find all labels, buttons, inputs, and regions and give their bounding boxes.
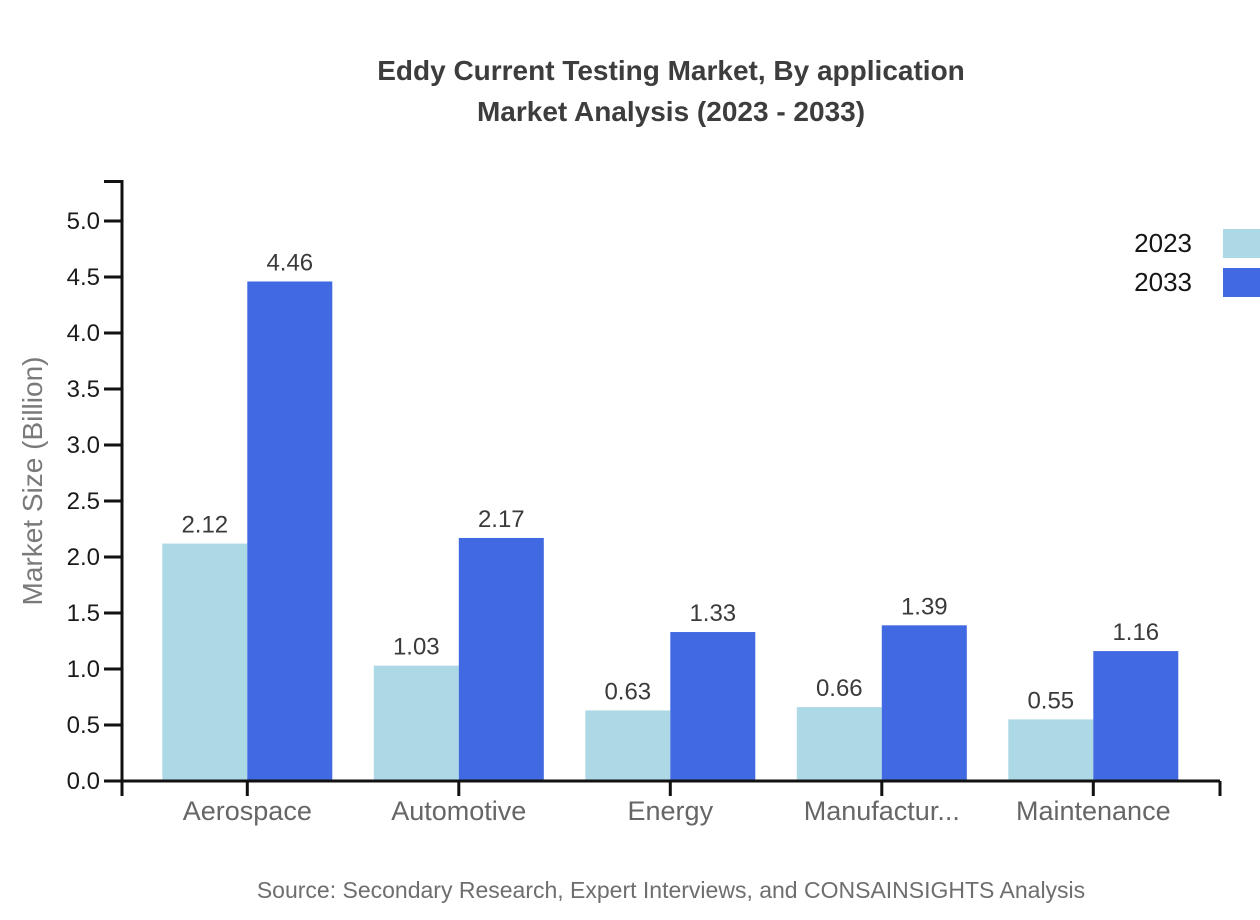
legend-item-2023: 2023: [1134, 228, 1260, 258]
chart-title-line2: Market Analysis (2023 - 2033): [476, 96, 866, 127]
legend-item-2033: 2033: [1134, 267, 1260, 297]
bar-2033-aerospace: [247, 281, 333, 781]
chart-title: Eddy Current Testing Market, By applicat…: [92, 50, 1250, 132]
legend-label-2033: 2033: [1134, 266, 1192, 297]
y-tick-label: 1.0: [67, 656, 100, 683]
y-tick-label: 3.5: [67, 376, 100, 403]
x-category-label: Automotive: [391, 796, 526, 826]
x-category-label: Energy: [628, 796, 714, 826]
bar-2023-energy: [585, 710, 671, 781]
y-tick-label: 1.5: [67, 600, 100, 627]
bar-value-label: 0.55: [1027, 687, 1074, 714]
legend-swatch-2023: [1223, 228, 1260, 258]
bar-2023-manufactur: [796, 707, 882, 781]
bar-2033-maintenance: [1093, 651, 1179, 781]
x-category-label: Maintenance: [1016, 796, 1171, 826]
y-tick-label: 0.5: [67, 712, 100, 739]
bar-2023-aerospace: [162, 543, 248, 781]
y-tick-label: 3.0: [67, 432, 100, 459]
legend-label-2023: 2023: [1134, 227, 1192, 258]
legend-swatch-2033: [1223, 267, 1260, 297]
bar-2023-maintenance: [1008, 719, 1094, 781]
y-tick-label: 5.0: [67, 208, 100, 235]
y-tick-label: 4.5: [67, 264, 100, 291]
bar-value-label: 0.63: [604, 678, 651, 705]
bar-value-label: 1.03: [393, 634, 440, 661]
y-tick-label: 2.5: [67, 488, 100, 515]
bar-value-label: 2.17: [478, 506, 525, 533]
bar-value-label: 1.33: [689, 600, 736, 627]
bar-2033-energy: [670, 632, 756, 781]
bar-value-label: 0.66: [816, 675, 863, 702]
bar-value-label: 2.12: [181, 512, 228, 539]
bar-value-label: 1.16: [1112, 619, 1159, 646]
chart-title-line1: Eddy Current Testing Market, By applicat…: [377, 55, 965, 86]
bar-2033-automotive: [458, 537, 544, 781]
bar-2033-manufactur: [881, 625, 967, 781]
y-tick-label: 4.0: [67, 320, 100, 347]
y-tick-label: 2.0: [67, 544, 100, 571]
x-category-label: Manufactur...: [804, 796, 960, 826]
bar-value-label: 4.46: [266, 249, 313, 276]
x-category-label: Aerospace: [183, 796, 312, 826]
legend: 2023 2033: [1134, 228, 1260, 297]
source-note: Source: Secondary Research, Expert Inter…: [256, 877, 1086, 903]
y-tick-label: 0.0: [67, 768, 100, 795]
bar-2023-automotive: [373, 665, 459, 781]
bar-value-label: 1.39: [901, 593, 948, 620]
